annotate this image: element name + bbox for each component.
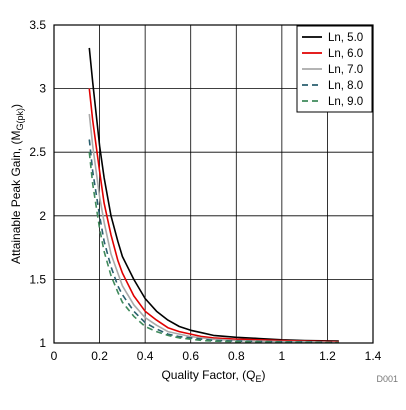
x-axis-title-subscript: E bbox=[256, 374, 262, 384]
legend-label: Ln, 9.0 bbox=[328, 96, 363, 108]
legend-label: Ln, 8.0 bbox=[328, 80, 363, 92]
x-tick-label: 1 bbox=[279, 349, 286, 363]
legend-label: Ln, 7.0 bbox=[328, 64, 363, 76]
y-axis-title-main: Attainable Peak Gain, (M bbox=[9, 131, 23, 264]
series-line-2 bbox=[88, 88, 339, 343]
series-line-5 bbox=[88, 152, 339, 344]
x-tick-label: 1.2 bbox=[319, 349, 336, 363]
y-tick-label: 3.5 bbox=[29, 18, 46, 32]
y-axis-title: Attainable Peak Gain, (MG(pk)) bbox=[9, 104, 25, 264]
plot-frame bbox=[53, 24, 374, 344]
x-axis-title-main: Quality Factor, (Q bbox=[161, 368, 255, 382]
x-tick-label: 0.6 bbox=[182, 349, 199, 363]
y-axis-title-subscript: G(pk) bbox=[15, 108, 25, 131]
y-tick-label: 1 bbox=[39, 336, 46, 350]
x-tick-label: 0.4 bbox=[137, 349, 154, 363]
data-series bbox=[88, 47, 339, 344]
x-axis-title: Quality Factor, (QE) bbox=[161, 368, 265, 384]
y-tick-label: 2 bbox=[39, 209, 46, 223]
legend: Ln, 5.0 Ln, 6.0 Ln, 7.0 Ln, 8.0 Ln, 9.0 bbox=[296, 25, 373, 113]
x-axis-title-end: ) bbox=[262, 368, 266, 382]
y-tick-label: 1.5 bbox=[29, 272, 46, 286]
document-id-label: D001 bbox=[376, 374, 398, 384]
legend-label: Ln, 5.0 bbox=[328, 32, 363, 44]
tick-labels: 0 0.2 0.4 0.6 0.8 1 1.2 1.4 1 1.5 2 2.5 3 3.5 bbox=[29, 18, 381, 363]
x-tick-label: 0.2 bbox=[91, 349, 108, 363]
x-tick-label: 0.8 bbox=[228, 349, 245, 363]
series-line-1 bbox=[88, 47, 339, 342]
x-tick-label: 1.4 bbox=[365, 349, 382, 363]
y-tick-label: 3 bbox=[39, 82, 46, 96]
x-tick-label: 0 bbox=[51, 349, 58, 363]
series-line-4 bbox=[88, 139, 339, 344]
series-line-3 bbox=[88, 113, 339, 344]
y-axis-title-end: ) bbox=[9, 104, 23, 108]
legend-label: Ln, 6.0 bbox=[328, 48, 363, 60]
y-tick-label: 2.5 bbox=[29, 145, 46, 159]
